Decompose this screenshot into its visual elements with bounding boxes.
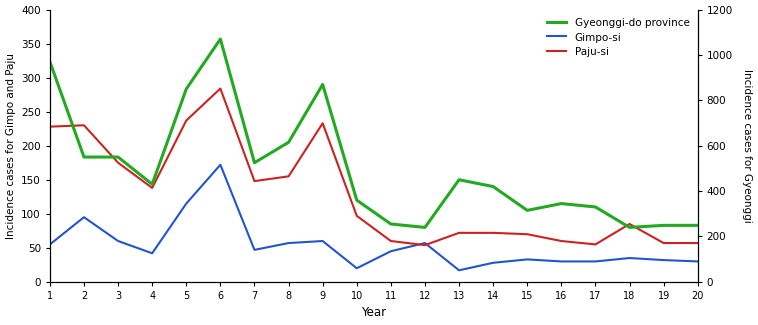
Gimpo-si bbox=[455, 268, 464, 272]
Gimpo-si bbox=[625, 256, 634, 260]
Gyeonggi-do province bbox=[693, 223, 702, 227]
Paju-si bbox=[455, 231, 464, 235]
Paju-si bbox=[216, 86, 225, 90]
Gyeonggi-do province bbox=[284, 140, 293, 144]
Paju-si bbox=[693, 241, 702, 245]
Paju-si bbox=[421, 243, 430, 247]
Gyeonggi-do province bbox=[148, 182, 157, 186]
Gimpo-si bbox=[659, 258, 668, 262]
Gyeonggi-do province bbox=[352, 198, 362, 202]
Gimpo-si bbox=[387, 249, 396, 253]
Gimpo-si bbox=[318, 239, 327, 243]
Gyeonggi-do province bbox=[250, 161, 259, 165]
Gimpo-si bbox=[148, 251, 157, 255]
Gyeonggi-do province bbox=[114, 155, 123, 159]
Gimpo-si bbox=[216, 163, 225, 167]
Paju-si bbox=[387, 239, 396, 243]
Paju-si bbox=[318, 121, 327, 125]
Paju-si bbox=[591, 242, 600, 246]
Line: Gyeonggi-do province: Gyeonggi-do province bbox=[50, 39, 697, 228]
Gyeonggi-do province bbox=[489, 185, 498, 188]
Gimpo-si bbox=[591, 259, 600, 263]
Gyeonggi-do province bbox=[387, 222, 396, 226]
Paju-si bbox=[557, 239, 566, 243]
Paju-si bbox=[250, 179, 259, 183]
Paju-si bbox=[489, 231, 498, 235]
Paju-si bbox=[352, 214, 362, 218]
Gimpo-si bbox=[250, 248, 259, 252]
Gyeonggi-do province bbox=[216, 37, 225, 41]
Paju-si bbox=[625, 222, 634, 226]
Paju-si bbox=[659, 241, 668, 245]
Gyeonggi-do province bbox=[523, 208, 532, 212]
Gyeonggi-do province bbox=[557, 202, 566, 205]
Line: Gimpo-si: Gimpo-si bbox=[50, 165, 697, 270]
Gyeonggi-do province bbox=[318, 83, 327, 86]
Paju-si bbox=[114, 161, 123, 165]
Gyeonggi-do province bbox=[182, 87, 191, 91]
Gimpo-si bbox=[693, 259, 702, 263]
Paju-si bbox=[182, 119, 191, 123]
Gimpo-si bbox=[557, 259, 566, 263]
Gimpo-si bbox=[114, 239, 123, 243]
Line: Paju-si: Paju-si bbox=[50, 88, 697, 245]
Gimpo-si bbox=[489, 261, 498, 265]
Paju-si bbox=[284, 175, 293, 178]
Gyeonggi-do province bbox=[421, 226, 430, 229]
Paju-si bbox=[80, 123, 89, 127]
Y-axis label: Incidence cases for Gyeonggi: Incidence cases for Gyeonggi bbox=[742, 69, 753, 223]
Gyeonggi-do province bbox=[625, 226, 634, 229]
Legend: Gyeonggi-do province, Gimpo-si, Paju-si: Gyeonggi-do province, Gimpo-si, Paju-si bbox=[544, 15, 693, 60]
Gimpo-si bbox=[182, 202, 191, 205]
Gyeonggi-do province bbox=[659, 223, 668, 227]
Paju-si bbox=[523, 232, 532, 236]
Gimpo-si bbox=[80, 215, 89, 219]
Gyeonggi-do province bbox=[45, 60, 55, 64]
Paju-si bbox=[45, 125, 55, 129]
Gimpo-si bbox=[523, 257, 532, 261]
X-axis label: Year: Year bbox=[362, 306, 387, 319]
Gyeonggi-do province bbox=[80, 155, 89, 159]
Y-axis label: Incidence cases for Gimpo and Paju: Incidence cases for Gimpo and Paju bbox=[5, 53, 16, 239]
Gimpo-si bbox=[284, 241, 293, 245]
Gyeonggi-do province bbox=[591, 205, 600, 209]
Paju-si bbox=[148, 186, 157, 190]
Gyeonggi-do province bbox=[455, 178, 464, 182]
Gimpo-si bbox=[421, 241, 430, 245]
Gimpo-si bbox=[45, 242, 55, 246]
Gimpo-si bbox=[352, 266, 362, 270]
